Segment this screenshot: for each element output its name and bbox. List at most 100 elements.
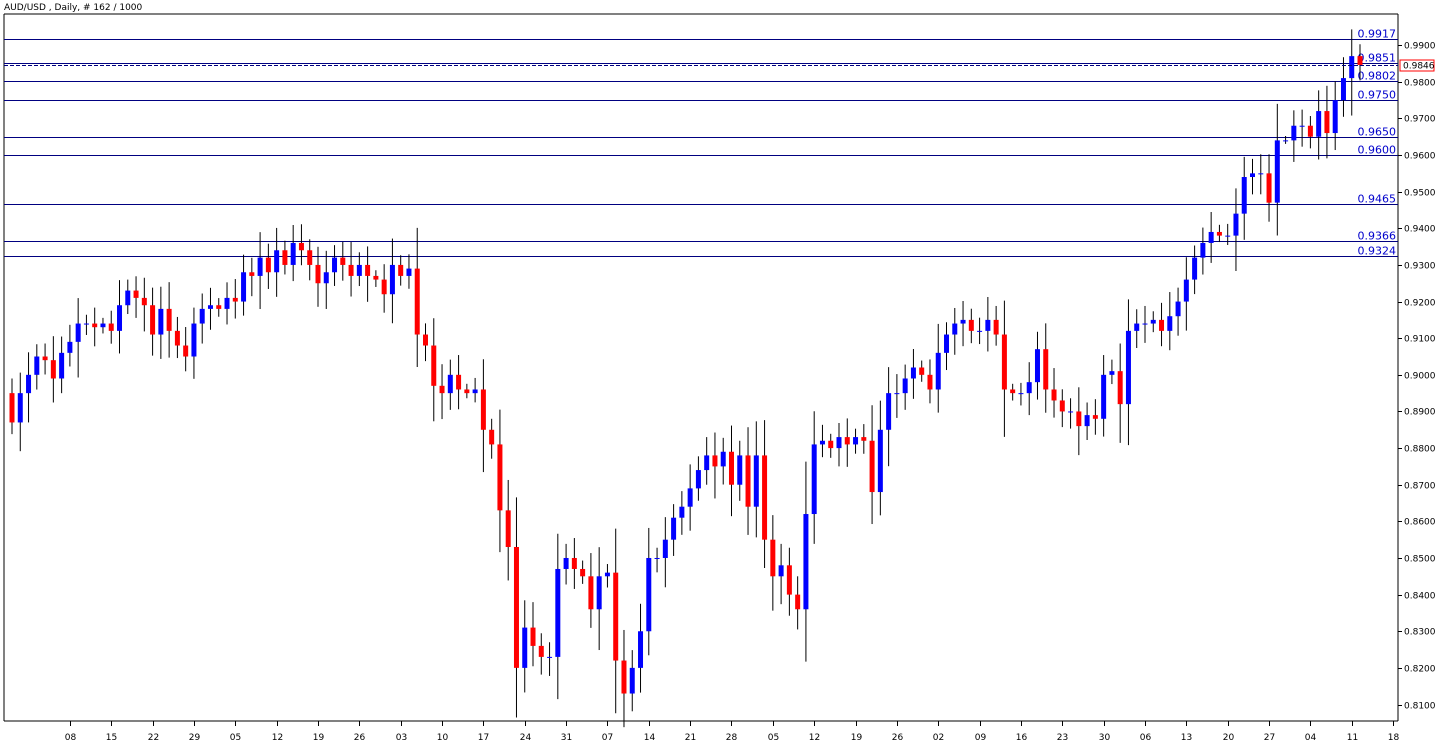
candle-body-92 (770, 539, 776, 577)
candle-body-100 (836, 437, 842, 449)
candle-body-81 (679, 506, 685, 518)
candle-body-138 (1150, 319, 1156, 324)
candle-body-152 (1266, 173, 1272, 203)
candle-body-74 (621, 660, 627, 694)
candle-body-145 (1208, 231, 1214, 243)
x-tick-label-20: 26 (892, 733, 904, 743)
level-label-2: 0.9802 (1358, 70, 1397, 83)
candle-body-148 (1233, 213, 1239, 236)
chart-title: AUD/USD , Daily, # 162 / 1000 (4, 3, 143, 13)
candle-body-160 (1332, 100, 1338, 134)
candle-body-134 (1117, 371, 1123, 405)
candle-body-27 (232, 297, 238, 302)
candle-body-67 (563, 557, 569, 569)
candle-body-53 (447, 374, 453, 394)
candle-body-91 (762, 455, 768, 540)
x-tick-label-19: 19 (851, 733, 863, 743)
x-tick-label-32: 18 (1388, 733, 1400, 743)
candle-body-26 (224, 297, 230, 309)
y-tick-label-9: 0.9000 (1404, 372, 1436, 382)
candle-body-115 (960, 319, 966, 324)
x-tick-label-24: 23 (1057, 733, 1068, 743)
candle-body-129 (1076, 411, 1082, 427)
candle-body-35 (298, 242, 304, 251)
candle-body-158 (1316, 111, 1322, 137)
y-tick-label-10: 0.8900 (1404, 408, 1436, 418)
candle-body-142 (1183, 279, 1189, 302)
level-label-8: 0.9324 (1358, 245, 1397, 258)
candle-body-161 (1340, 78, 1346, 101)
candle-body-60 (505, 510, 511, 547)
candle-body-9 (83, 323, 89, 325)
candle-body-70 (588, 576, 594, 610)
candle-body-131 (1092, 415, 1098, 419)
candle-body-63 (530, 627, 536, 646)
candle-body-127 (1059, 400, 1065, 412)
candle-body-139 (1159, 319, 1165, 331)
y-tick-label-4: 0.9500 (1404, 189, 1436, 199)
candle-body-132 (1101, 374, 1107, 419)
candle-body-97 (811, 444, 817, 515)
candle-body-7 (67, 341, 73, 353)
x-tick-label-23: 16 (1016, 733, 1028, 743)
x-tick-label-6: 19 (313, 733, 325, 743)
candle-body-84 (704, 455, 710, 471)
candles (9, 29, 1363, 728)
y-tick-label-17: 0.8200 (1404, 665, 1436, 675)
candle-body-116 (968, 319, 974, 331)
candle-body-38 (323, 272, 329, 284)
candle-body-114 (952, 323, 958, 335)
y-tick-label-5: 0.9400 (1404, 225, 1436, 235)
candle-body-52 (439, 385, 445, 394)
candle-body-154 (1283, 140, 1289, 142)
y-tick-label-0: 0.9900 (1404, 42, 1436, 52)
candle-body-34 (290, 242, 296, 265)
x-tick-label-4: 05 (230, 733, 241, 743)
candle-body-62 (522, 627, 528, 668)
y-tick-label-16: 0.8300 (1404, 628, 1436, 638)
x-tick-label-3: 29 (189, 733, 201, 743)
candle-body-65 (547, 656, 553, 658)
candle-body-55 (464, 389, 470, 394)
candle-body-19 (166, 308, 172, 331)
x-tick-label-12: 31 (561, 733, 572, 743)
candle-body-135 (1125, 330, 1131, 405)
y-tick-label-12: 0.8700 (1404, 482, 1436, 492)
candle-body-30 (257, 257, 263, 276)
x-tick-label-11: 24 (520, 733, 532, 743)
candle-body-130 (1084, 415, 1090, 427)
candle-body-33 (282, 250, 288, 265)
candle-body-56 (472, 389, 478, 394)
current-price-box (1399, 59, 1435, 72)
candle-body-39 (332, 257, 338, 273)
candle-body-151 (1258, 173, 1264, 175)
current-price-label: 0.9846 (1403, 62, 1435, 72)
candle-body-3 (34, 356, 40, 375)
x-tick-label-1: 15 (106, 733, 117, 743)
x-tick-label-13: 07 (602, 733, 613, 743)
candle-body-46 (389, 264, 395, 295)
candle-body-89 (745, 455, 751, 507)
candle-body-13 (117, 305, 123, 331)
candle-body-24 (207, 305, 213, 309)
candle-body-48 (406, 268, 412, 276)
candle-body-42 (356, 264, 362, 276)
candle-body-79 (662, 539, 668, 558)
candle-body-73 (613, 572, 619, 661)
candle-body-144 (1200, 242, 1206, 258)
candle-body-23 (199, 308, 205, 324)
candle-body-72 (604, 572, 610, 577)
candle-body-136 (1134, 323, 1140, 331)
candle-body-143 (1192, 257, 1198, 280)
candle-body-11 (100, 323, 106, 328)
x-tick-label-21: 02 (933, 733, 944, 743)
candle-body-137 (1142, 323, 1148, 325)
candle-body-45 (381, 279, 387, 295)
x-tick-label-9: 10 (437, 733, 449, 743)
x-tick-label-31: 11 (1347, 733, 1358, 743)
candle-body-101 (844, 437, 850, 445)
candle-body-2 (26, 374, 32, 394)
candle-body-17 (150, 305, 156, 335)
candle-body-105 (877, 429, 883, 493)
candle-body-43 (365, 264, 371, 276)
